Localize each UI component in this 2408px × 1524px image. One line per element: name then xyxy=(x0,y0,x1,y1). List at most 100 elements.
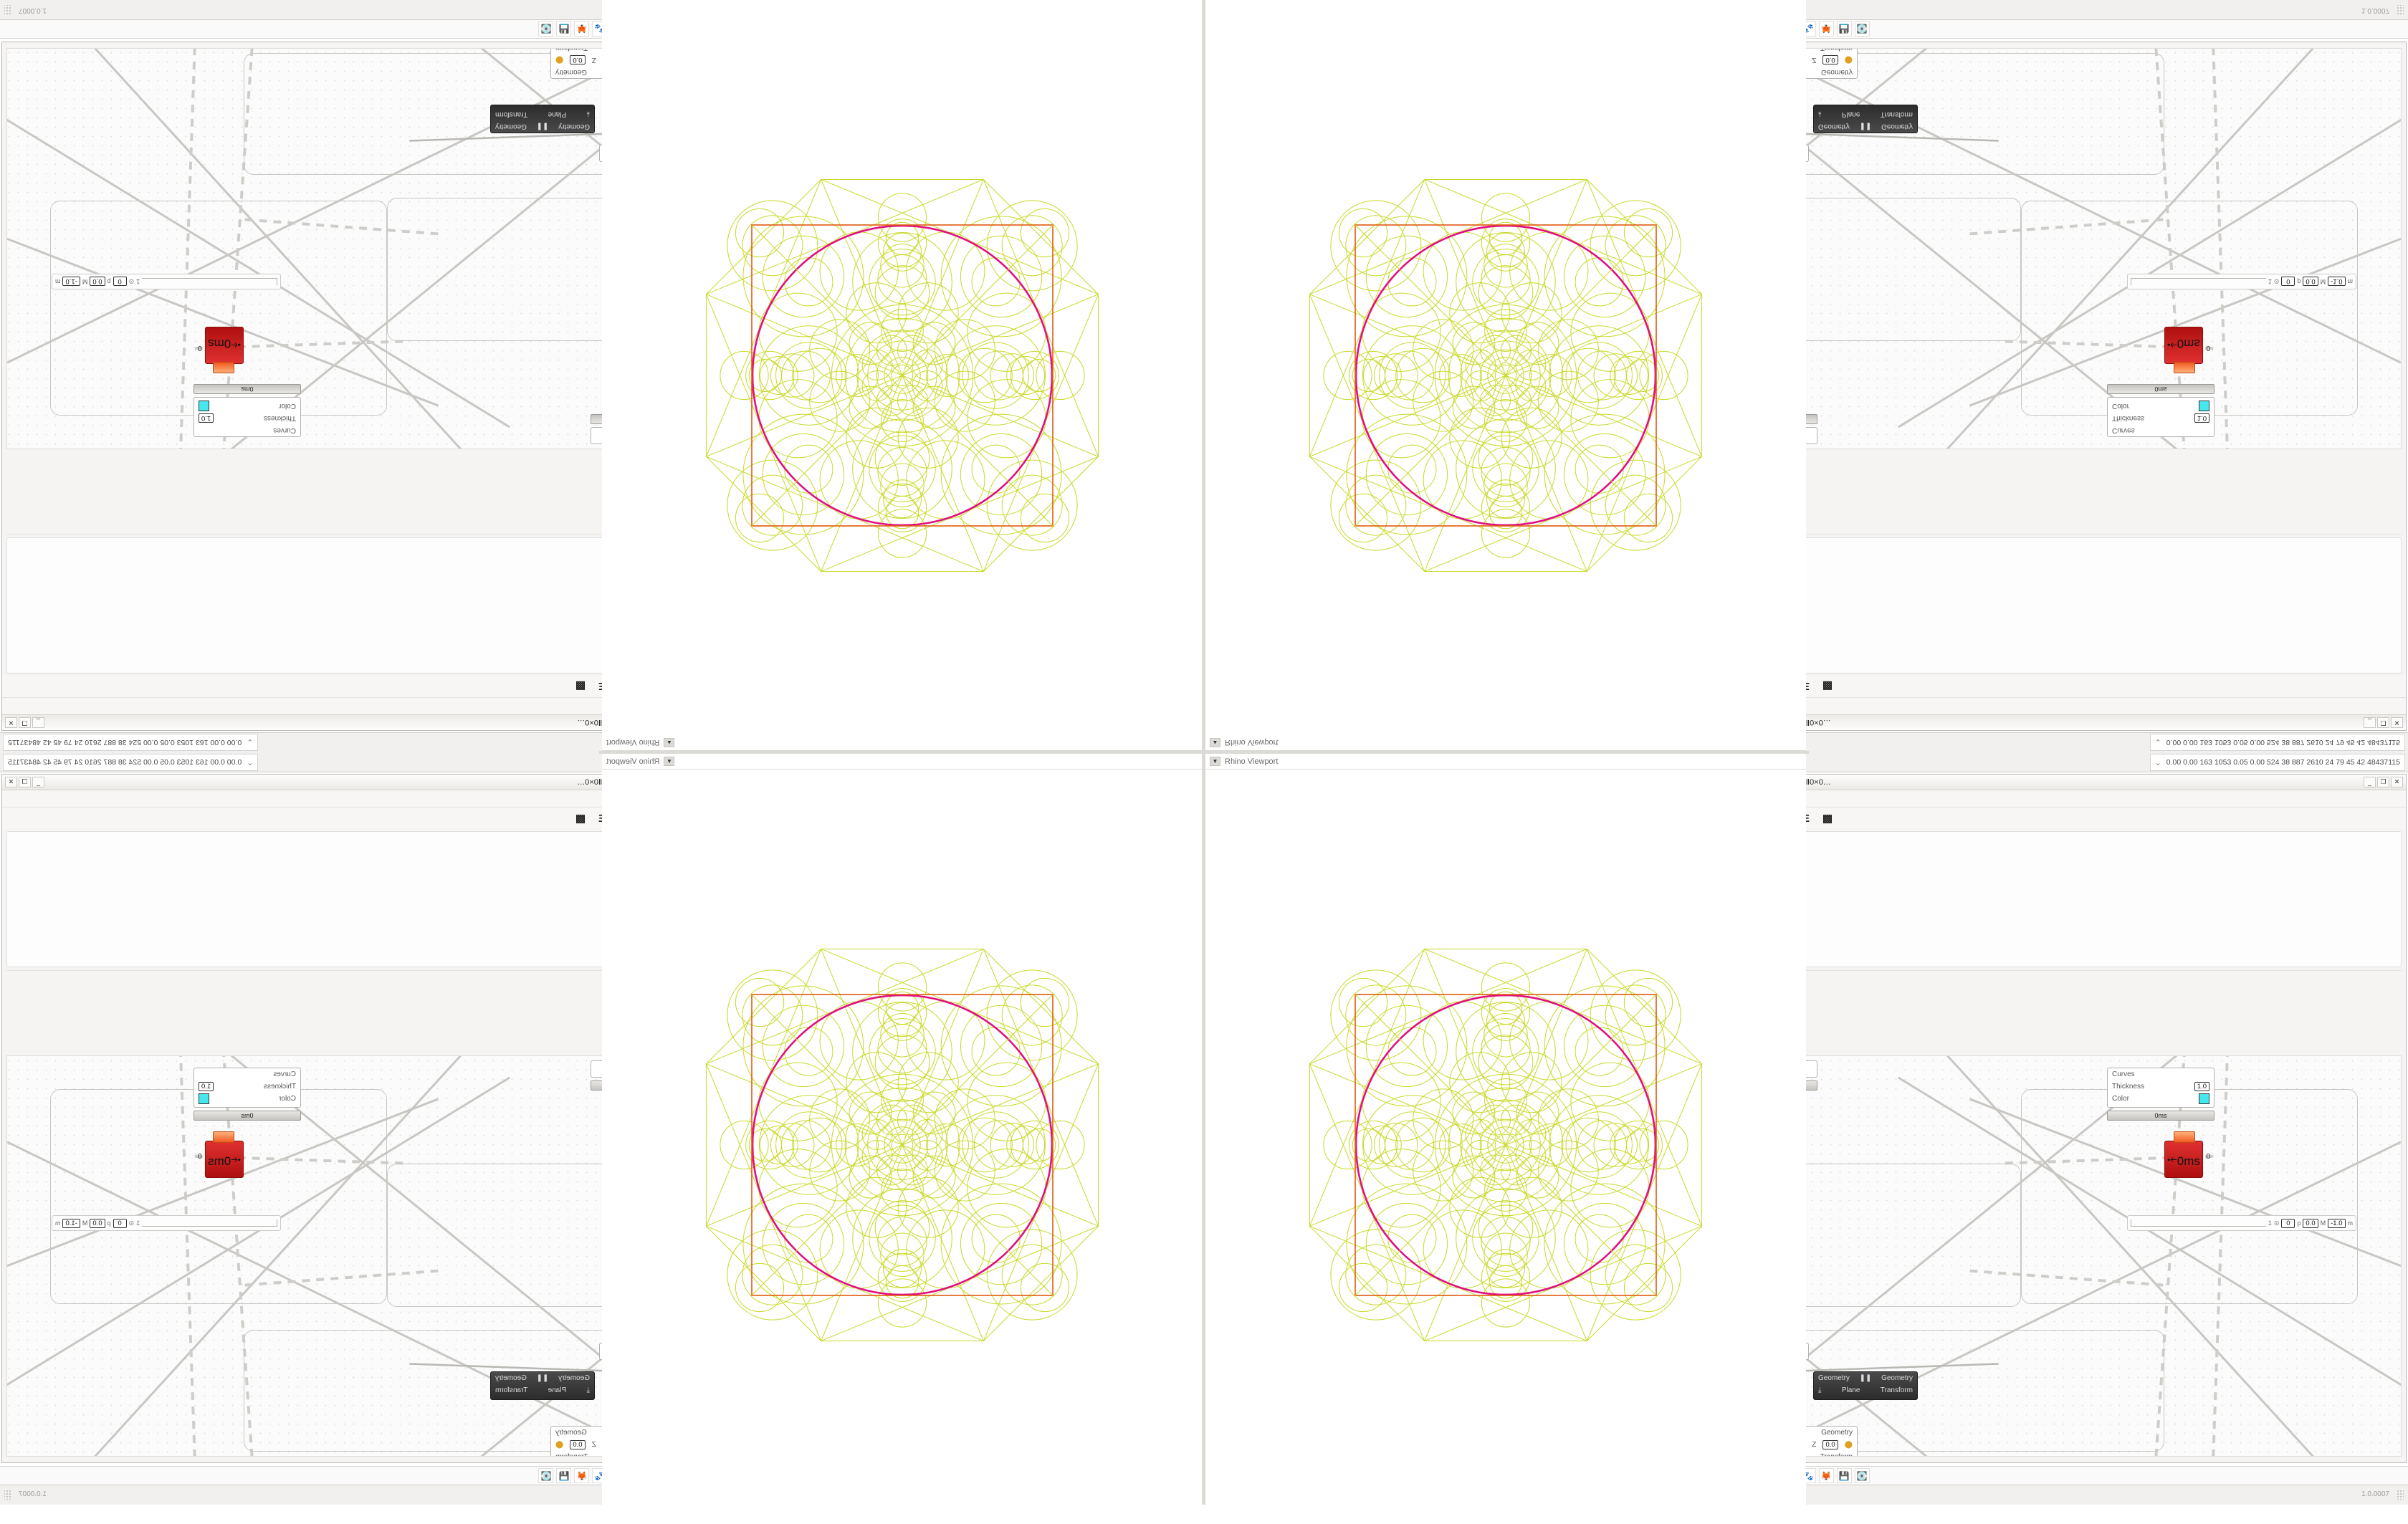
solver-toggle-tab[interactable] xyxy=(2174,362,2195,373)
canvas-group-left[interactable] xyxy=(1254,201,1591,416)
md-max-value[interactable]: 0.0 xyxy=(1100,277,1116,287)
tab-bird[interactable]: 🕊 xyxy=(681,680,695,692)
ribbon-group-icons[interactable]: 🦘 🚶 ⟐ xyxy=(1480,600,1508,670)
md-slider-left[interactable]: m -1.0 M 0.0 p 0 ⊙ 1 xyxy=(924,1215,1154,1231)
kangaroo-solver-right[interactable]: ⤝ 0 0ms xyxy=(198,1131,244,1178)
sketch-icon[interactable]: ⛶ xyxy=(1372,517,1379,529)
menu-display[interactable]: Display xyxy=(1304,701,1333,711)
red-circle-app-icon[interactable]: ◎ xyxy=(1782,1468,1798,1483)
tab-display[interactable]: ◉ xyxy=(988,680,998,692)
tab-a1[interactable]: A xyxy=(1458,680,1466,693)
bake-red-icon[interactable]: ◆ xyxy=(777,517,785,529)
component-icon-6-0[interactable]: 🦘 xyxy=(907,651,922,663)
gate-value[interactable]: 0 xyxy=(1760,1375,1774,1384)
preview-orange-icon[interactable]: ◒ xyxy=(720,976,727,987)
sketch-icon[interactable]: ⛶ xyxy=(1372,975,1379,987)
ribbon-group-main[interactable]: 🦘 🚶 ⟐ Main ▾ xyxy=(900,835,928,918)
tab-d2[interactable]: D xyxy=(1759,680,1767,693)
pink-box-icon[interactable]: ▮ xyxy=(1527,975,1533,987)
component-icon-4-1[interactable]: ♥ xyxy=(1376,863,1384,876)
component-icon-4-6[interactable]: ⌂ xyxy=(980,651,988,663)
tab-sets[interactable]: Ψ xyxy=(1259,680,1269,693)
ribbon-group-icons[interactable]: ↗ ⟷ ⤢ xyxy=(1329,600,1365,670)
component-icon-3-0[interactable]: ↗ xyxy=(1060,842,1070,854)
ribbon-group-icons[interactable]: 🦘 🚶 ⟐ xyxy=(1480,835,1508,905)
eye-icon[interactable]: ◉ xyxy=(1008,517,1018,529)
component-icon-1-1[interactable]: ↝ xyxy=(1271,864,1281,876)
component-icon-7-1[interactable]: ▽ xyxy=(1517,628,1527,641)
component-icon-8-2[interactable]: ⬚ xyxy=(808,606,819,618)
at-icon[interactable]: ◎ xyxy=(1448,975,1458,987)
ribbon-group-icons[interactable]: ⚓ ⇕ ✖ xyxy=(1439,600,1478,670)
gha-icon[interactable]: Ⓖ xyxy=(931,517,941,529)
tab-b1[interactable]: B xyxy=(856,812,864,825)
ribbon-group-icons[interactable]: ↗ ⟷ ⤢ xyxy=(1043,600,1079,670)
rhino-stats-dropdown[interactable]: ⌄ 0.00 0.00 163 1053 0.05 0.00 524 38 88… xyxy=(3,754,259,771)
md-prec-value[interactable]: 0 xyxy=(1315,1218,1329,1228)
component-icon-7-5[interactable]: ◆ xyxy=(1539,606,1549,618)
component-icon-0-3[interactable]: ◢ xyxy=(1243,842,1253,854)
component-icon-1-0[interactable]: ⌒ xyxy=(1270,843,1282,856)
ribbon-group-icons[interactable]: ⧉ ▽ ▦ ❊ ▩ ◆ ◪ ⬟ ⬤ xyxy=(1509,835,1580,905)
component-icon-7-8[interactable]: ⬤ xyxy=(835,606,848,618)
red-circle-app-icon[interactable]: ◎ xyxy=(610,21,626,37)
component-icon-0-2[interactable]: ◩ xyxy=(1176,886,1188,898)
component-icon-1-0[interactable]: ⌒ xyxy=(1126,843,1138,856)
menu-solution[interactable]: Solution xyxy=(1031,793,1063,804)
tab-leaf[interactable]: ◆ xyxy=(1479,813,1488,825)
tab-intersect[interactable]: ✕ xyxy=(1031,813,1041,825)
ribbon-group-goals-lin[interactable]: ↗ ⟷ ⤢ Goals-Lin xyxy=(1043,587,1079,670)
window-buttons[interactable]: _ ❐ ✕ xyxy=(2364,717,2403,728)
component-icon-7-4[interactable]: ▩ xyxy=(858,864,869,876)
color-swatch-left[interactable] xyxy=(907,1093,917,1104)
center-x-value[interactable]: 0.0 xyxy=(1757,1440,1773,1449)
ribbon-group-goals-6dof[interactable]: ▥ ◣ ◩ ◢ ⌁ ⬭ Goals-6dof xyxy=(1213,587,1261,670)
ribbon-group-icons[interactable]: ⚓ ⇕ ✖ xyxy=(1439,835,1478,905)
firefox-icon[interactable]: 🦊 xyxy=(1818,1468,1834,1483)
component-icon-6-2[interactable]: ⟐ xyxy=(910,607,919,619)
menu-help[interactable]: Help xyxy=(1000,701,1019,711)
component-icon-8-0[interactable]: ⬚ xyxy=(808,651,819,663)
flame-icon[interactable]: 🔥 xyxy=(988,975,1000,987)
tab-shield[interactable]: ⬟ xyxy=(790,813,801,825)
component-icon-5-1[interactable]: ⇕ xyxy=(1447,628,1458,641)
at-icon[interactable]: ◎ xyxy=(1448,517,1458,529)
ribbon-group-icons[interactable]: ⧉ ▽ ▦ ❊ ▩ ◆ ◪ ⬟ ⬤ xyxy=(828,835,899,905)
download-icon[interactable]: ⤓ xyxy=(871,1348,875,1356)
rhino-stats-dropdown[interactable]: ⌄ 0.00 0.00 163 1053 0.05 0.00 524 38 88… xyxy=(2149,734,2405,751)
tab-d2[interactable]: D xyxy=(641,812,649,825)
bake-grey-icon[interactable]: ◕ xyxy=(816,517,823,529)
component-icon-4-8[interactable]: ⟁ xyxy=(978,607,989,619)
floppy-64-icon[interactable]: 💾 xyxy=(556,21,572,37)
download-icon[interactable]: ⤓ xyxy=(1818,110,1822,118)
component-icon-0-0[interactable]: ▥ xyxy=(1220,651,1232,663)
kangaroo-solver-right[interactable]: ⤝ 0 0ms xyxy=(2164,1131,2210,1178)
canvas-group-mid[interactable] xyxy=(387,198,817,341)
component-icon-4-6[interactable]: ⌂ xyxy=(980,841,988,853)
tab-e2[interactable]: E xyxy=(1802,680,1810,693)
badger-app-icon[interactable]: 🐾 xyxy=(1800,21,1816,37)
component-icon-4-7[interactable]: ❄ xyxy=(1419,864,1430,876)
component-icon-4-7[interactable]: ❄ xyxy=(978,628,989,641)
gate-node[interactable]: Gate 0 0 ➤ S(0) 1 0ms xyxy=(1690,1373,1779,1430)
grasshopper-canvas[interactable]: Curves Thickness 1.0 Color 0ms Curves Th… xyxy=(1210,1055,2402,1457)
tab-b2[interactable]: B xyxy=(813,812,821,825)
tab-display[interactable]: ◉ xyxy=(988,813,998,825)
ribbon-group-goal-[interactable]: ⌒ ↝ ⌁ GoaL.. xyxy=(1118,835,1145,918)
md-max-value[interactable]: 0.0 xyxy=(2303,277,2318,287)
ribbon-group-icons[interactable]: ◍ ♥ ⬮ ⬯ ◐ ◒ ⌂ ❄ ⟁ xyxy=(970,600,1041,670)
preview-teal-icon[interactable]: ◐ xyxy=(758,517,765,529)
boolean-value[interactable]: False xyxy=(1764,430,1795,441)
floppy-64-icon[interactable]: 💾 xyxy=(1836,21,1852,37)
download-icon[interactable]: ⤓ xyxy=(1533,1348,1537,1356)
component-icon-0-0[interactable]: ▥ xyxy=(1220,842,1232,854)
kangaroo-solver-left[interactable]: ⤝ 0 0ms xyxy=(952,327,998,373)
download-icon[interactable]: ⤓ xyxy=(871,148,875,157)
component-icon-4-2[interactable]: ⬮ xyxy=(1376,886,1384,898)
canvas-group-right[interactable] xyxy=(2021,201,2358,416)
center-z-value[interactable]: 0.0 xyxy=(570,1440,586,1449)
center-y-value[interactable]: 0.0 xyxy=(602,1440,618,1449)
bake-grey-icon[interactable]: ◕ xyxy=(816,976,823,987)
component-icon-7-3[interactable]: ❊ xyxy=(859,842,869,854)
md-grip-icon[interactable]: ⊙ xyxy=(2273,278,2280,286)
